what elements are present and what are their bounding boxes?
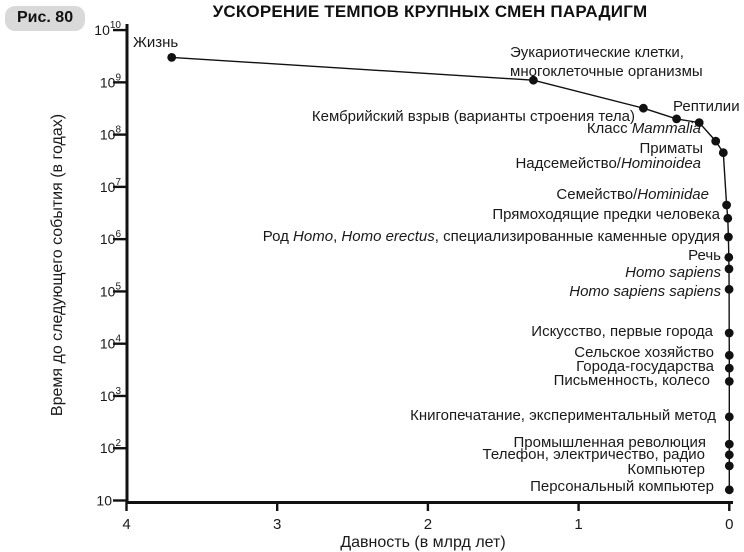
y-tick-label: 103 bbox=[100, 386, 122, 404]
event-label: Промышленная революция bbox=[514, 434, 706, 451]
x-tick-label: 3 bbox=[273, 516, 281, 533]
event-label: Рептилии bbox=[673, 98, 740, 115]
x-tick-label: 0 bbox=[725, 516, 733, 533]
event-label: Жизнь bbox=[133, 34, 178, 51]
event-label: Класс Mammalia bbox=[587, 120, 701, 137]
x-tick-label: 4 bbox=[122, 516, 130, 533]
event-label: Персональный компьютер bbox=[530, 478, 714, 495]
y-tick-label: 106 bbox=[100, 229, 122, 247]
data-point bbox=[724, 252, 734, 262]
data-point bbox=[529, 75, 538, 85]
data-point bbox=[672, 114, 681, 124]
data-point bbox=[724, 328, 734, 338]
chart-title: УСКОРЕНИЕ ТЕМПОВ КРУПНЫХ СМЕН ПАРАДИГМ bbox=[212, 2, 648, 21]
event-label: Прямоходящие предки человека bbox=[492, 206, 720, 223]
x-tick-label: 2 bbox=[424, 516, 432, 533]
event-label: Искусство, первые города bbox=[531, 323, 713, 340]
data-point bbox=[724, 485, 734, 495]
data-point bbox=[724, 363, 734, 373]
event-label: Эукариотические клетки, bbox=[510, 44, 684, 61]
data-point bbox=[724, 461, 734, 471]
data-point bbox=[167, 53, 177, 62]
event-label: Homo sapiens sapiens bbox=[569, 283, 721, 300]
event-label: Надсемейство/Hominoidea bbox=[515, 155, 701, 172]
event-label: Род Homo, Homo erectus, специализированн… bbox=[263, 228, 720, 245]
y-axis-label: Время до следующего события (в годах) bbox=[49, 114, 66, 416]
event-label: Города-государства bbox=[576, 358, 714, 375]
y-tick-label: 102 bbox=[100, 438, 122, 456]
y-tick-label: 104 bbox=[100, 334, 122, 352]
y-tick-label: 109 bbox=[100, 72, 122, 90]
figure-badge: Рис. 80 bbox=[5, 6, 86, 31]
event-label: Homo sapiens bbox=[625, 264, 721, 281]
y-tick-label: 1010 bbox=[94, 20, 121, 38]
data-point bbox=[639, 103, 648, 113]
data-point bbox=[724, 264, 734, 274]
y-tick-label: 107 bbox=[100, 177, 122, 195]
event-label: Семейство/Hominidae bbox=[556, 186, 709, 203]
event-label: Письменность, колесо bbox=[554, 372, 710, 389]
data-point bbox=[694, 118, 704, 127]
event-label: Речь bbox=[688, 247, 721, 264]
data-point bbox=[724, 450, 734, 460]
data-point bbox=[724, 232, 733, 242]
event-label: Приматы bbox=[640, 140, 703, 157]
event-label: Сельское хозяйство bbox=[574, 344, 714, 361]
data-point bbox=[711, 136, 721, 146]
y-tick-label: 105 bbox=[100, 281, 122, 299]
event-label: многоклеточные организмы bbox=[510, 63, 703, 80]
data-point bbox=[724, 439, 734, 449]
event-label: Кембрийский взрыв (варианты строения тел… bbox=[312, 108, 635, 125]
data-point bbox=[724, 377, 734, 386]
event-label: Компьютер bbox=[627, 461, 705, 478]
data-point bbox=[724, 350, 734, 360]
x-tick-label: 1 bbox=[574, 516, 582, 533]
data-point bbox=[723, 213, 733, 223]
data-point bbox=[718, 148, 728, 158]
data-point bbox=[722, 200, 731, 210]
data-point bbox=[724, 412, 734, 422]
event-label: Телефон, электричество, радио bbox=[483, 446, 705, 463]
event-label: Книгопечатание, экспериментальный метод bbox=[410, 407, 716, 424]
x-axis-label: Давность (в млрд лет) bbox=[340, 534, 505, 551]
data-point bbox=[724, 284, 734, 294]
event-series-line bbox=[171, 56, 730, 490]
y-tick-label: 108 bbox=[100, 125, 122, 143]
y-tick-label: 10 bbox=[96, 493, 112, 509]
